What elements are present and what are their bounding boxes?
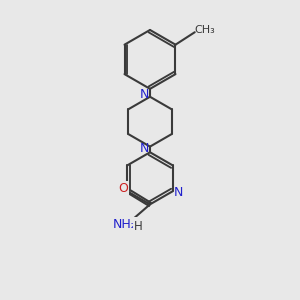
Text: N: N [174,186,184,199]
Text: H: H [134,220,143,233]
Text: NH₂: NH₂ [112,218,136,231]
Text: N: N [140,142,149,155]
Text: O: O [118,182,128,195]
Text: N: N [140,88,149,101]
Text: CH₃: CH₃ [195,26,215,35]
